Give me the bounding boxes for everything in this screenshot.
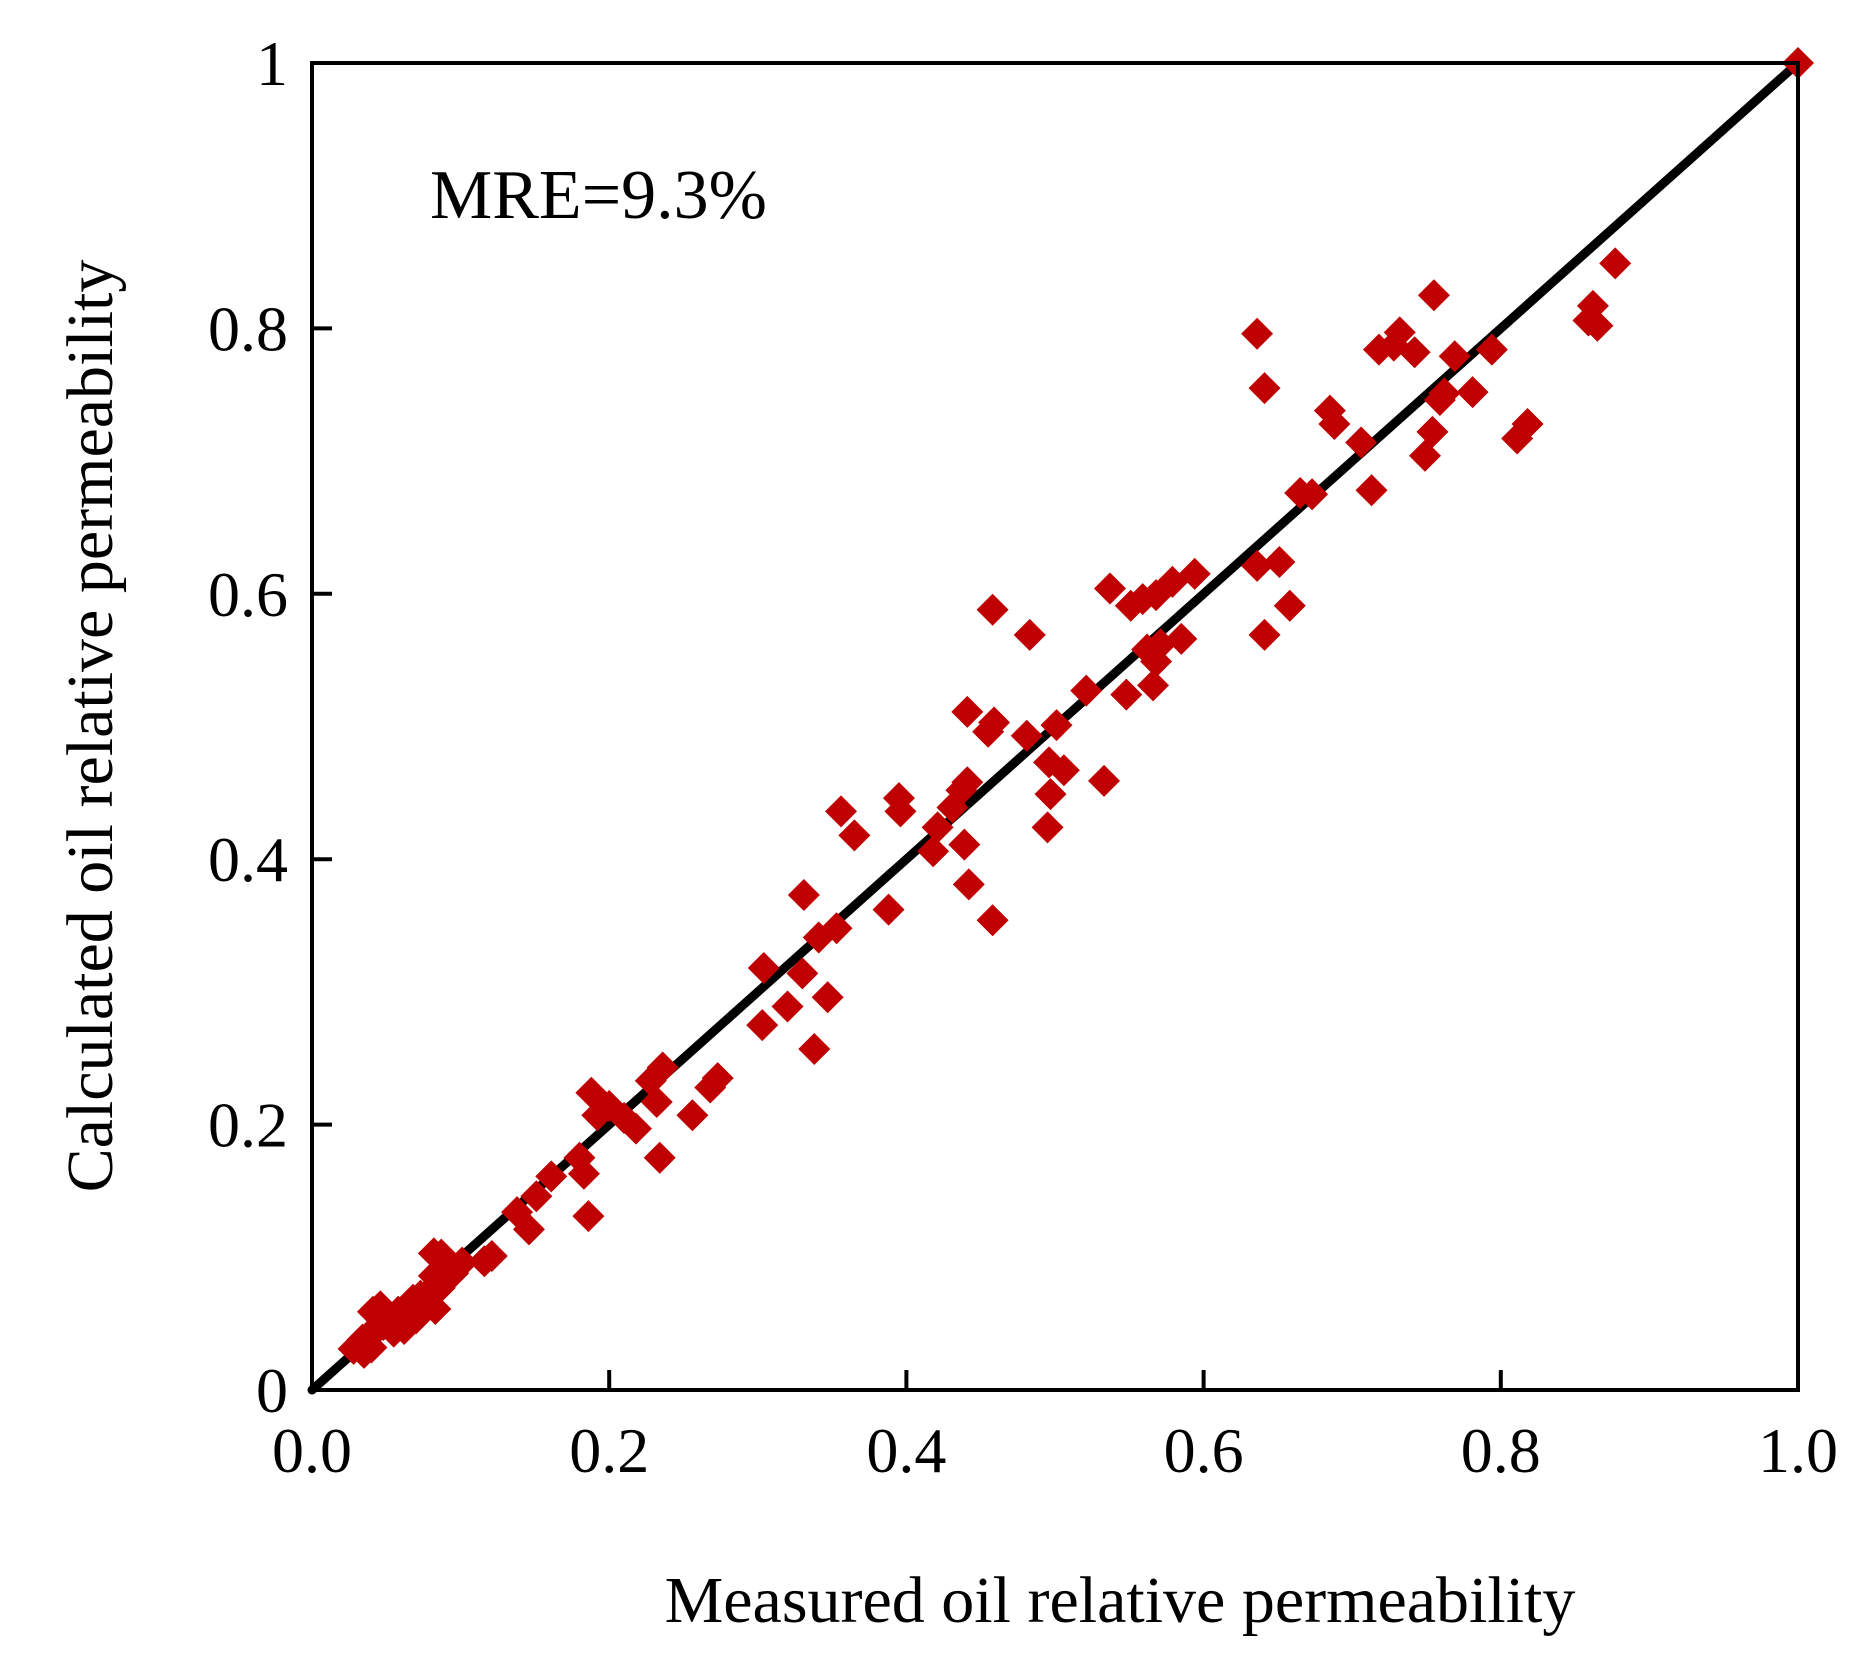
data-point [1456,376,1489,409]
data-point [936,791,969,824]
y-tick-label: 1 [256,28,288,99]
data-point [1013,618,1046,651]
data-point [1070,674,1103,707]
data-point [952,868,985,901]
x-tick-label: 0.4 [866,1415,946,1486]
data-point [1362,333,1395,366]
mre-annotation: MRE=9.3% [430,157,767,234]
data-point [1263,545,1296,578]
data-point [1355,474,1388,507]
data-point [1034,778,1067,811]
data-point [643,1141,676,1174]
data-point [917,835,950,868]
data-point [1126,583,1159,616]
x-tick-label: 0.0 [272,1415,352,1486]
data-point [1345,426,1378,459]
data-point [1010,719,1043,752]
data-point [1284,476,1317,509]
data-point [1398,336,1431,369]
data-point [1416,415,1449,448]
y-axis-title: Calculated oil relative permeability [54,260,127,1193]
y-tick-label: 0 [256,1355,288,1426]
data-point [884,795,917,828]
data-point [811,981,844,1014]
data-point [1438,340,1471,373]
x-tick-label: 0.2 [569,1415,649,1486]
data-point [746,1009,779,1042]
data-point [377,1315,410,1348]
data-point [1241,317,1274,350]
x-tick-label: 0.8 [1461,1415,1541,1486]
data-point [1511,407,1544,440]
data-point [948,828,981,861]
data-point [1318,407,1351,440]
data-point [872,893,905,926]
data-point [520,1180,553,1213]
data-point [1241,549,1274,582]
data-point [1137,669,1170,702]
data-point [694,1071,727,1104]
y-tick-label: 0.4 [208,824,288,895]
plot-frame [310,61,1800,1392]
data-point [798,1032,831,1065]
data-point [1475,333,1508,366]
y-tick-label: 0.2 [208,1090,288,1161]
data-point [787,879,820,912]
data-point [786,957,819,990]
x-tick-label: 1.0 [1758,1415,1838,1486]
data-point [676,1099,709,1132]
data-point [1093,572,1126,605]
data-point [1572,304,1605,337]
data-point [771,990,804,1023]
data-point [976,593,1009,626]
data-point [838,819,871,852]
data-point [535,1160,568,1193]
data-point [567,1157,600,1190]
data-point [1110,678,1143,711]
data-point [356,1295,389,1328]
data-point [437,1257,470,1290]
data-point [512,1213,545,1246]
data-point [1417,279,1450,312]
data-point [1428,377,1461,410]
data-point [572,1200,605,1233]
x-axis-title: Measured oil relative permeability [665,1564,1576,1637]
data-point [355,1331,388,1364]
data-point [921,811,954,844]
data-point [972,715,1005,748]
data-point [1088,764,1121,797]
data-point [581,1099,614,1132]
data-point [1273,589,1306,622]
x-tick-label: 0.6 [1164,1415,1244,1486]
data-point [1248,372,1281,405]
data-point [1040,709,1073,742]
data-point [640,1086,673,1119]
data-point [825,795,858,828]
data-point [1248,618,1281,651]
data-point [951,695,984,728]
data-point [1031,811,1064,844]
data-point [1599,247,1632,280]
data-point [1165,622,1198,655]
data-point [1140,645,1173,678]
data-point [468,1245,501,1278]
data-point [419,1293,452,1326]
data-point [1047,754,1080,787]
data-point [802,921,835,954]
data-point [1409,439,1442,472]
data-point [976,904,1009,937]
data-point [747,952,780,985]
data-point [575,1076,608,1109]
y-tick-label: 0.6 [208,559,288,630]
y-tick-label: 0.8 [208,293,288,364]
